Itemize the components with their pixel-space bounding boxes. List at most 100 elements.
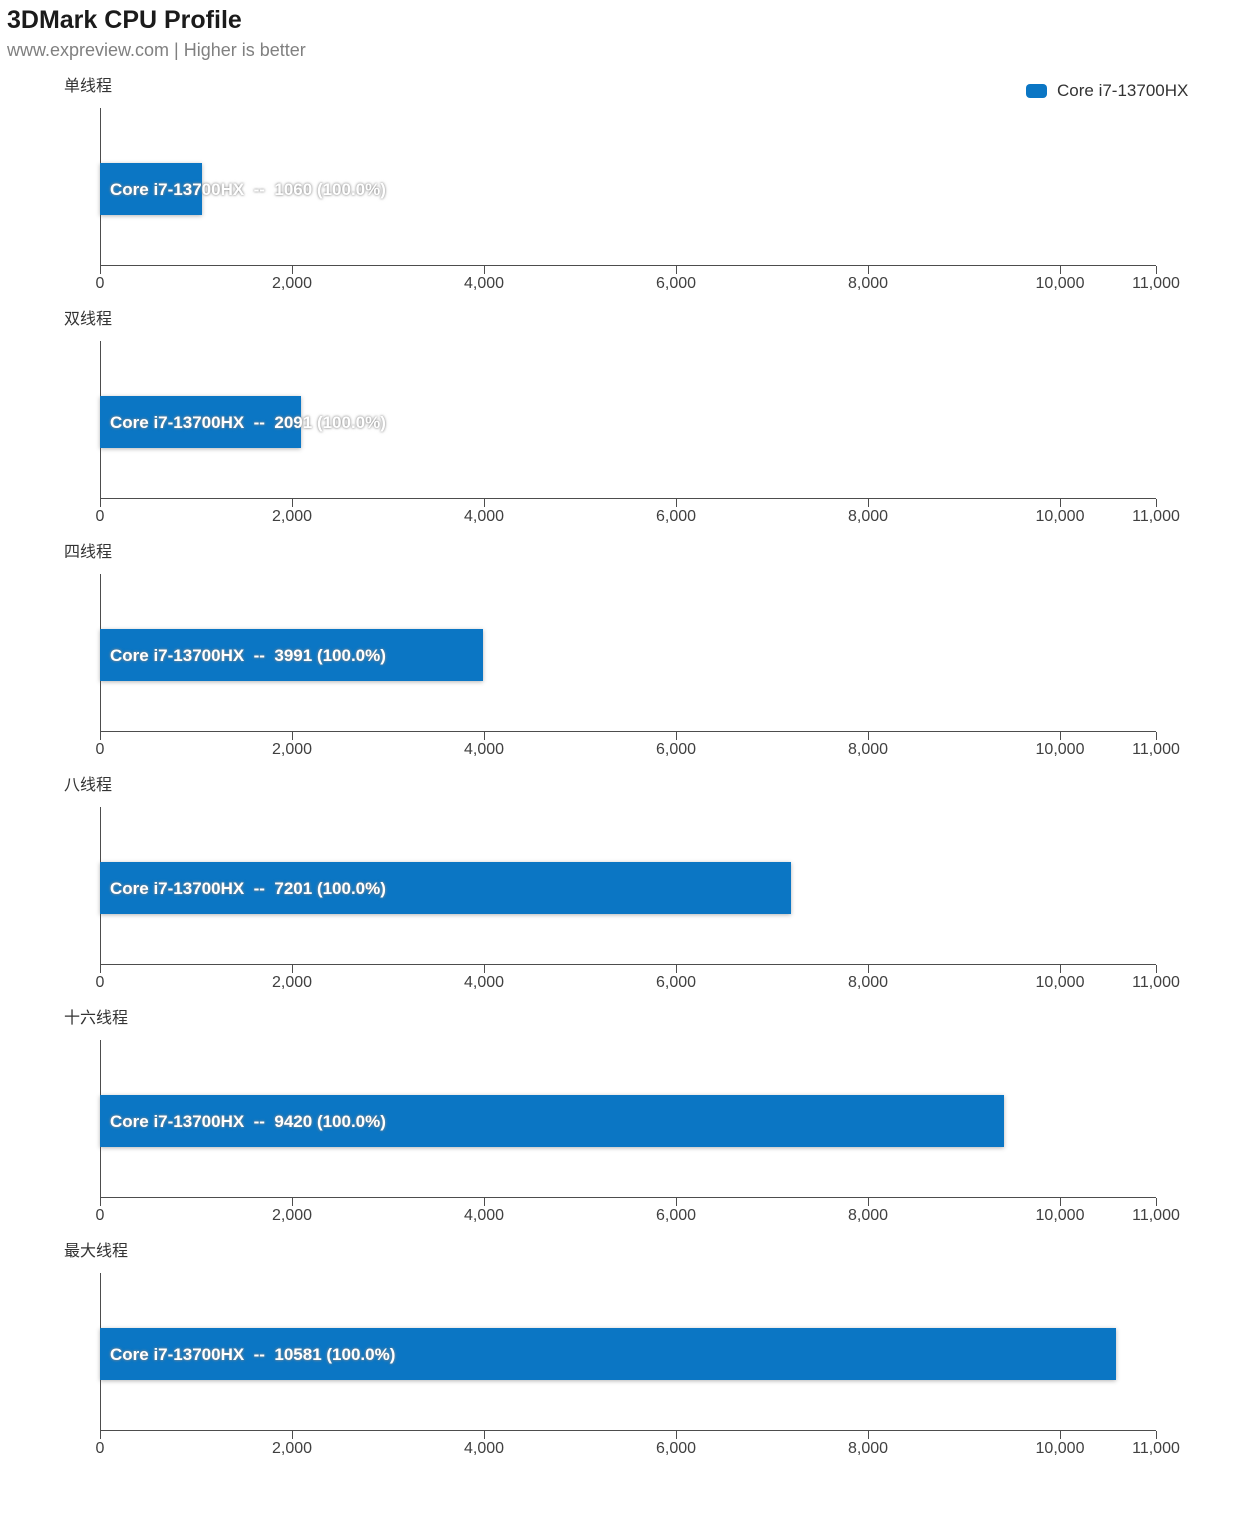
bar-label: Core i7-13700HX -- 3991 (100.0%) (110, 646, 386, 665)
axis-tick-label: 10,000 (1035, 275, 1085, 292)
axis-tick-label: 11,000 (1132, 974, 1180, 991)
x-axis-line (100, 964, 1156, 965)
axis-tick-label: 6,000 (655, 741, 697, 758)
axis-tick (100, 499, 101, 507)
plot-area: Core i7-13700HX -- 3991 (100.0%) (0, 574, 1255, 732)
axis-tick (676, 732, 677, 740)
axis-tick (1156, 1431, 1157, 1439)
axis-tick-label: 0 (95, 974, 105, 991)
axis-tick-label: 8,000 (847, 974, 889, 991)
axis-tick-label: 0 (95, 508, 105, 525)
axis-tick (868, 732, 869, 740)
axis-tick-label: 2,000 (271, 974, 313, 991)
axis-tick (868, 1198, 869, 1206)
axis-tick (100, 1431, 101, 1439)
chart-section: 四线程 Core i7-13700HX -- 3991 (100.0%) 0 2,… (0, 542, 1255, 775)
axis-tick (100, 732, 101, 740)
axis-tick-label: 11,000 (1132, 508, 1180, 525)
axis-tick-label: 10,000 (1035, 1440, 1085, 1457)
chart-subtitle: www.expreview.com | Higher is better (7, 40, 306, 60)
axis-tick-label: 6,000 (655, 1440, 697, 1457)
axis-tick-label: 8,000 (847, 508, 889, 525)
axis-tick-label: 4,000 (463, 1440, 505, 1457)
axis-tick-label: 11,000 (1132, 741, 1180, 758)
axis-tick-label: 11,000 (1132, 1207, 1180, 1224)
axis-tick (1060, 1198, 1061, 1206)
axis-tick-label: 6,000 (655, 508, 697, 525)
axis-tick-label: 6,000 (655, 275, 697, 292)
value-bar (100, 163, 202, 215)
thread-group-label: 双线程 (64, 311, 113, 328)
x-axis-line (100, 498, 1156, 499)
axis-tick (484, 732, 485, 740)
axis-tick (1156, 266, 1157, 274)
axis-tick (100, 266, 101, 274)
axis-tick (484, 965, 485, 973)
chart-section: 双线程 Core i7-13700HX -- 2091 (100.0%) 0 2,… (0, 309, 1255, 542)
axis-tick-label: 6,000 (655, 974, 697, 991)
axis-tick (868, 1431, 869, 1439)
axis-row: 0 2,000 4,000 6,000 8,000 10,000 11,000 (0, 266, 1255, 309)
axis-tick-label: 2,000 (271, 741, 313, 758)
axis-tick (292, 499, 293, 507)
axis-tick-label: 8,000 (847, 275, 889, 292)
thread-group-label: 十六线程 (64, 1010, 129, 1027)
axis-tick (1156, 732, 1157, 740)
axis-tick (484, 1431, 485, 1439)
chart-sections: 单线程 Core i7-13700HX -- 1060 (100.0%) 0 2,… (0, 76, 1255, 1474)
axis-tick-label: 11,000 (1132, 1440, 1180, 1457)
axis-tick-label: 4,000 (463, 275, 505, 292)
legend: Core i7-13700HX (1026, 81, 1188, 101)
axis-tick-label: 4,000 (463, 974, 505, 991)
axis-tick (100, 965, 101, 973)
axis-tick (292, 732, 293, 740)
axis-tick-label: 0 (95, 1440, 105, 1457)
axis-tick-label: 0 (95, 1207, 105, 1224)
axis-row: 0 2,000 4,000 6,000 8,000 10,000 11,000 (0, 732, 1255, 775)
axis-tick-label: 2,000 (271, 508, 313, 525)
plot-area: Core i7-13700HX -- 10581 (100.0%) (0, 1273, 1255, 1431)
bar-label: Core i7-13700HX -- 7201 (100.0%) (110, 879, 386, 898)
axis-tick (484, 266, 485, 274)
value-bar (100, 862, 792, 914)
axis-tick (1060, 965, 1061, 973)
axis-tick (484, 1198, 485, 1206)
value-bar (100, 1328, 1116, 1380)
legend-label: Core i7-13700HX (1057, 81, 1189, 100)
axis-tick-label: 10,000 (1035, 741, 1085, 758)
plot-area: Core i7-13700HX -- 1060 (100.0%) (0, 108, 1255, 266)
x-axis-line (100, 1197, 1156, 1198)
axis-tick (100, 1198, 101, 1206)
axis-tick (1156, 499, 1157, 507)
axis-tick (1060, 1431, 1061, 1439)
axis-tick-label: 2,000 (271, 1440, 313, 1457)
axis-row: 0 2,000 4,000 6,000 8,000 10,000 11,000 (0, 1431, 1255, 1474)
chart-section: 十六线程 Core i7-13700HX -- 9420 (100.0%) 0 2… (0, 1008, 1255, 1241)
axis-tick (676, 499, 677, 507)
x-axis-line (100, 1430, 1156, 1431)
axis-tick (292, 266, 293, 274)
axis-tick (676, 266, 677, 274)
legend-color-swatch (1026, 84, 1047, 98)
bar-label: Core i7-13700HX -- 1060 (100.0%) (110, 180, 386, 199)
axis-tick-label: 2,000 (271, 1207, 313, 1224)
axis-tick (292, 965, 293, 973)
axis-tick (292, 1198, 293, 1206)
axis-tick-label: 10,000 (1035, 508, 1085, 525)
chart-title: 3DMark CPU Profile (7, 6, 242, 34)
axis-tick (868, 499, 869, 507)
axis-tick (484, 499, 485, 507)
axis-tick-label: 6,000 (655, 1207, 697, 1224)
axis-tick-label: 10,000 (1035, 974, 1085, 991)
axis-tick-label: 10,000 (1035, 1207, 1085, 1224)
bar-label: Core i7-13700HX -- 10581 (100.0%) (110, 1345, 396, 1364)
axis-tick-label: 8,000 (847, 1440, 889, 1457)
axis-tick (676, 1198, 677, 1206)
axis-tick-label: 4,000 (463, 508, 505, 525)
axis-tick-label: 2,000 (271, 275, 313, 292)
axis-tick (1156, 1198, 1157, 1206)
bar-label: Core i7-13700HX -- 9420 (100.0%) (110, 1112, 386, 1131)
chart-header: 3DMark CPU Profile www.expreview.com | H… (0, 0, 1255, 63)
value-bar (100, 629, 484, 681)
axis-tick (1156, 965, 1157, 973)
